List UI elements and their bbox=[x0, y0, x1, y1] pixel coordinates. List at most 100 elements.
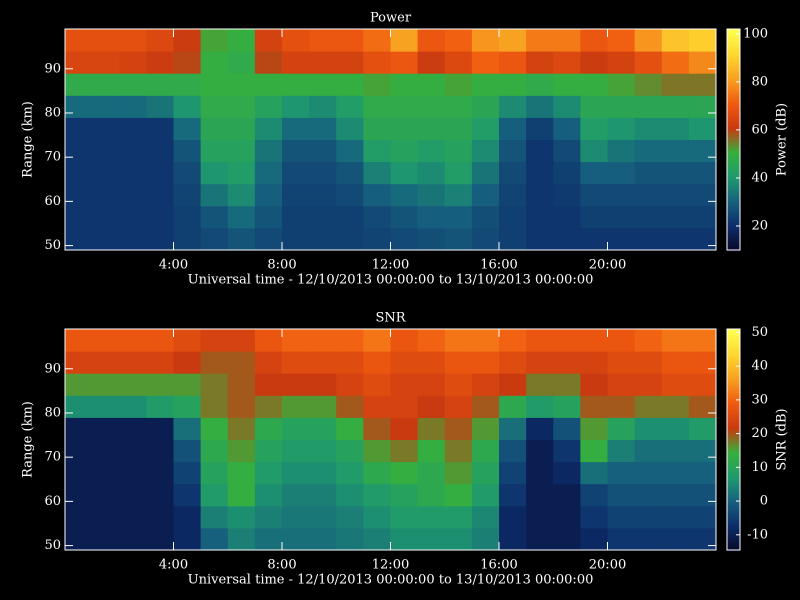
heat-cell bbox=[471, 51, 500, 74]
heat-cell bbox=[553, 29, 581, 52]
colorbar-step bbox=[727, 139, 740, 142]
colorbar-step bbox=[727, 29, 740, 32]
heat-cell bbox=[688, 95, 717, 118]
heat-cell bbox=[92, 227, 120, 251]
heat-cell bbox=[553, 483, 581, 507]
colorbar-step bbox=[727, 339, 740, 342]
heat-cell bbox=[499, 329, 527, 352]
colorbar-step bbox=[727, 545, 740, 548]
x-axis-label: Universal time - 12/10/2013 00:00:00 to … bbox=[188, 273, 594, 288]
heat-cell bbox=[282, 73, 310, 96]
heat-cell bbox=[309, 417, 337, 440]
heat-cell bbox=[607, 439, 636, 463]
heat-cell bbox=[282, 29, 310, 52]
heat-cell bbox=[227, 117, 256, 140]
colorbar-step bbox=[727, 543, 740, 546]
heat-cell bbox=[688, 527, 717, 551]
heat-cell bbox=[580, 395, 608, 418]
heat-cell bbox=[65, 29, 93, 52]
colorbar-tick-label: 40 bbox=[751, 170, 768, 185]
heat-cell bbox=[444, 483, 473, 507]
heat-cell bbox=[661, 351, 690, 374]
colorbar-step bbox=[727, 521, 740, 524]
colorbar-step bbox=[727, 441, 740, 444]
colorbar-step bbox=[727, 87, 740, 90]
heat-cell bbox=[336, 227, 364, 251]
heat-cell bbox=[336, 51, 364, 74]
colorbar-step bbox=[727, 227, 740, 230]
heat-cell bbox=[526, 329, 554, 352]
colorbar-step bbox=[727, 489, 740, 492]
heat-cell bbox=[526, 527, 554, 551]
colorbar-step bbox=[727, 183, 740, 186]
colorbar-step bbox=[727, 51, 740, 54]
heat-cell bbox=[607, 373, 636, 396]
heat-cell bbox=[661, 73, 690, 96]
heat-cell bbox=[661, 227, 690, 251]
colorbar-step bbox=[727, 193, 740, 196]
heat-cell bbox=[227, 161, 256, 185]
heat-cell bbox=[254, 461, 283, 485]
colorbar-step bbox=[727, 205, 740, 208]
heat-cell bbox=[526, 183, 554, 207]
colorbar-step bbox=[727, 223, 740, 226]
heat-cell bbox=[661, 395, 690, 418]
heat-cell bbox=[336, 205, 364, 229]
colorbar-step bbox=[727, 79, 740, 82]
heat-cell bbox=[92, 51, 120, 74]
colorbar-step bbox=[727, 473, 740, 476]
heat-cell bbox=[254, 483, 283, 507]
heat-cell bbox=[200, 483, 229, 507]
colorbar-step bbox=[727, 47, 740, 50]
x-axis-label: Universal time - 12/10/2013 00:00:00 to … bbox=[188, 573, 594, 588]
heat-cell bbox=[92, 505, 120, 529]
heat-cell bbox=[65, 461, 93, 485]
colorbar-step bbox=[727, 391, 740, 394]
colorbar-tick-label: 30 bbox=[751, 392, 768, 407]
heat-cell bbox=[526, 373, 554, 396]
heat-cell bbox=[553, 183, 581, 207]
heat-cell bbox=[363, 461, 391, 485]
heat-cell bbox=[390, 483, 419, 507]
heat-cell bbox=[661, 439, 690, 463]
colorbar-step bbox=[727, 423, 740, 426]
heat-cell bbox=[363, 29, 391, 52]
colorbar-step bbox=[727, 385, 740, 388]
colorbar-step bbox=[727, 511, 740, 514]
colorbar-step bbox=[727, 99, 740, 102]
colorbar-step bbox=[727, 369, 740, 372]
colorbar-step bbox=[727, 329, 740, 332]
heat-cell bbox=[200, 117, 229, 140]
heat-cell bbox=[444, 227, 473, 251]
colorbar-step bbox=[727, 447, 740, 450]
colorbar-step bbox=[727, 207, 740, 210]
heat-cell bbox=[119, 73, 147, 96]
heat-cell bbox=[309, 483, 337, 507]
colorbar-step bbox=[727, 355, 740, 358]
heat-cell bbox=[526, 417, 554, 440]
colorbar-step bbox=[727, 107, 740, 110]
heat-cell bbox=[200, 461, 229, 485]
heat-cell bbox=[119, 395, 147, 418]
colorbar-step bbox=[727, 517, 740, 520]
heat-cell bbox=[254, 227, 283, 251]
heat-cell bbox=[634, 227, 663, 251]
heat-cell bbox=[119, 29, 147, 52]
colorbar-step bbox=[727, 101, 740, 104]
heat-cell bbox=[65, 505, 93, 529]
heat-cell bbox=[65, 527, 93, 551]
colorbar-step bbox=[727, 547, 740, 550]
heat-cell bbox=[227, 373, 256, 396]
colorbar-step bbox=[727, 91, 740, 94]
heat-cell bbox=[336, 461, 364, 485]
heat-cell bbox=[227, 439, 256, 463]
y-tick-label: 60 bbox=[44, 194, 61, 209]
y-tick-label: 90 bbox=[44, 61, 61, 76]
colorbar-tick-label: 10 bbox=[751, 460, 768, 475]
heat-cell bbox=[390, 95, 419, 118]
heat-cell bbox=[146, 183, 174, 207]
heat-cell bbox=[553, 51, 581, 74]
heat-cell bbox=[65, 351, 93, 374]
heat-cell bbox=[254, 505, 283, 529]
colorbar-step bbox=[727, 77, 740, 80]
